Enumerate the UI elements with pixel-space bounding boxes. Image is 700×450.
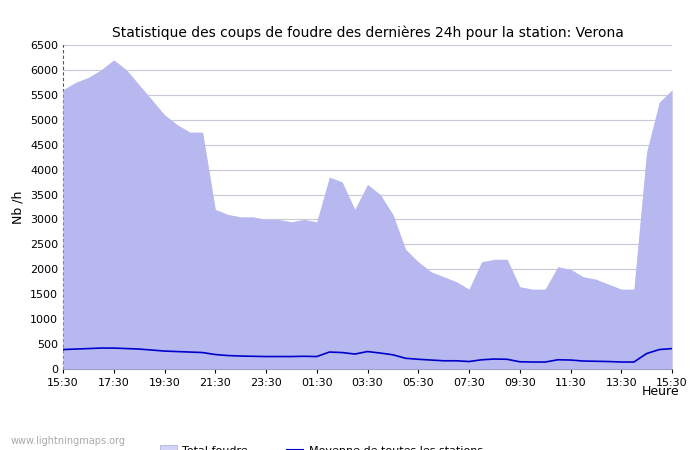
Y-axis label: Nb /h: Nb /h bbox=[11, 190, 25, 224]
Text: www.lightningmaps.org: www.lightningmaps.org bbox=[10, 436, 125, 446]
Text: Heure: Heure bbox=[641, 385, 679, 398]
Title: Statistique des coups de foudre des dernières 24h pour la station: Verona: Statistique des coups de foudre des dern… bbox=[111, 25, 624, 40]
